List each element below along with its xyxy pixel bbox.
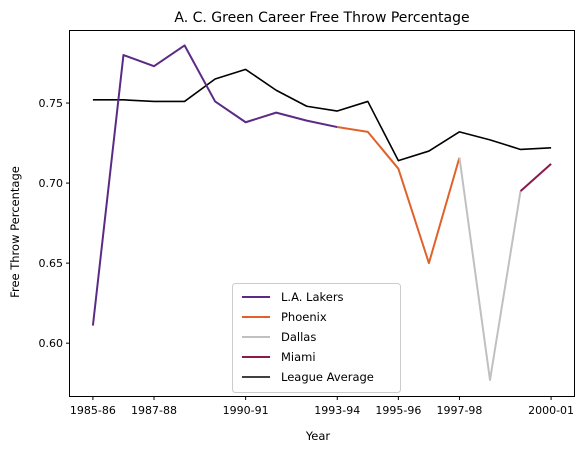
legend: L.A. Lakers Phoenix Dallas Miami League Aver… <box>232 283 401 393</box>
x-tick-label: 1995-96 <box>375 404 421 417</box>
legend-label-phoenix: Phoenix <box>281 310 327 324</box>
chart-title: A. C. Green Career Free Throw Percentage <box>174 10 469 26</box>
plot-lines <box>91 44 552 381</box>
x-axis-ticks: 1985-86 1987-88 1990-91 1993-94 1995-96 1997-… <box>70 396 574 417</box>
plot-frame <box>69 30 575 397</box>
x-tick-label: 1987-88 <box>131 404 177 417</box>
y-tick-label: 0.60 <box>39 337 64 350</box>
y-axis-label: Free Throw Percentage <box>8 166 22 298</box>
y-tick-label: 0.65 <box>39 257 64 270</box>
x-tick-label: 1985-86 <box>70 404 116 417</box>
y-axis-ticks: 0.60 0.65 0.70 0.75 <box>39 97 70 350</box>
x-tick-label: 1997-98 <box>436 404 482 417</box>
x-tick-label: 1990-91 <box>223 404 269 417</box>
legend-entries: L.A. Lakers Phoenix Dallas Miami League Aver… <box>242 290 374 384</box>
x-axis-label: Year <box>305 429 331 443</box>
legend-label-league-average: League Average <box>281 370 374 384</box>
series-line-league-average <box>92 68 552 162</box>
x-tick-label: 2000-01 <box>528 404 574 417</box>
legend-label-dallas: Dallas <box>281 330 316 344</box>
legend-label-miami: Miami <box>281 350 316 364</box>
series-line-dallas <box>458 157 522 381</box>
series-line-phoenix <box>337 126 461 265</box>
legend-box <box>232 283 401 393</box>
y-tick-label: 0.75 <box>39 97 64 110</box>
y-tick-label: 0.70 <box>39 177 64 190</box>
legend-label-l-a-lakers: L.A. Lakers <box>281 290 344 304</box>
series-line-l-a-lakers <box>91 44 338 326</box>
x-tick-label: 1993-94 <box>314 404 360 417</box>
series-line-miami <box>519 163 552 192</box>
